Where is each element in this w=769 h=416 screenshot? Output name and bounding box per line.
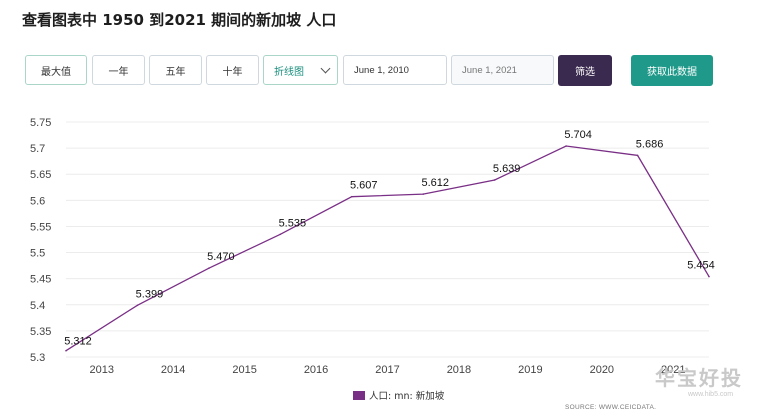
x-tick-label: 2021 (661, 364, 685, 376)
filter-toolbar: 最大值 一年 五年 十年 折线图 筛选 获取此数据 (0, 55, 769, 87)
x-tick-label: 2019 (518, 364, 542, 376)
range-max-button[interactable]: 最大值 (25, 55, 87, 85)
legend-label: 人口: mn: 新加坡 (369, 391, 445, 402)
data-labels: 5.312 5.399 5.470 5.535 5.607 5.612 5.639 5.704… (64, 129, 715, 348)
data-point (136, 304, 139, 307)
y-axis: 5.3 5.35 5.4 5.45 5.5 5.55 5.6 5.65 5.7 5.75 (30, 117, 51, 364)
data-label: 5.454 (687, 260, 715, 272)
watermark-url: www.hib5.com (688, 391, 734, 398)
y-tick-label: 5.5 (30, 248, 45, 260)
page-title: 查看图表中 1950 到2021 期间的新加坡 人口 (22, 11, 337, 29)
y-tick-label: 5.3 (30, 352, 45, 364)
watermark-logo: 华宝好投 (655, 366, 743, 390)
data-label: 5.535 (279, 217, 307, 229)
y-tick-label: 5.35 (30, 326, 51, 338)
x-tick-label: 2014 (161, 364, 185, 376)
range-5y-button[interactable]: 五年 (149, 55, 202, 85)
get-data-button[interactable]: 获取此数据 (631, 55, 713, 86)
data-label: 5.399 (136, 288, 164, 300)
x-axis: 2013 2014 2015 2016 2017 2018 2019 2020 2021 (89, 364, 685, 376)
data-label: 5.470 (207, 251, 235, 263)
range-1y-button[interactable]: 一年 (92, 55, 145, 85)
legend-swatch (353, 390, 365, 400)
data-point (493, 179, 496, 181)
data-label: 5.312 (64, 336, 92, 348)
start-date-input[interactable] (343, 55, 447, 85)
range-10y-button[interactable]: 十年 (206, 55, 259, 85)
data-point (565, 145, 567, 147)
x-tick-label: 2013 (89, 364, 113, 376)
data-point (279, 233, 282, 236)
data-label: 5.612 (421, 177, 449, 189)
source-note: SOURCE: WWW.CEICDATA. (565, 404, 657, 411)
y-tick-label: 5.65 (30, 169, 51, 181)
y-tick-label: 5.75 (30, 117, 51, 129)
chart-grid (66, 121, 709, 358)
x-tick-label: 2018 (447, 364, 471, 376)
data-point (422, 193, 425, 195)
data-label: 5.607 (350, 180, 378, 192)
data-label: 5.686 (636, 138, 664, 150)
data-point (708, 275, 710, 278)
y-tick-label: 5.45 (30, 274, 51, 286)
chart-type-select[interactable]: 折线图 (263, 55, 338, 85)
data-point (350, 195, 353, 198)
y-tick-label: 5.4 (30, 300, 45, 312)
data-point (636, 154, 639, 157)
y-tick-label: 5.55 (30, 221, 51, 233)
y-tick-label: 5.6 (30, 195, 45, 207)
x-tick-label: 2015 (232, 364, 256, 376)
y-tick-label: 5.7 (30, 143, 45, 155)
data-point (65, 349, 67, 352)
x-tick-label: 2017 (375, 364, 399, 376)
x-tick-label: 2020 (590, 364, 614, 376)
chart-legend[interactable]: 人口: mn: 新加坡 (353, 388, 444, 402)
x-tick-label: 2016 (304, 364, 328, 376)
end-date-input[interactable] (451, 55, 554, 85)
series-line (65, 145, 710, 352)
chart-series (65, 145, 710, 352)
data-point (208, 267, 210, 270)
filter-button[interactable]: 筛选 (558, 55, 612, 86)
data-label: 5.704 (564, 129, 592, 141)
chart-type-value: 折线图 (274, 66, 304, 78)
data-label: 5.639 (493, 163, 521, 175)
